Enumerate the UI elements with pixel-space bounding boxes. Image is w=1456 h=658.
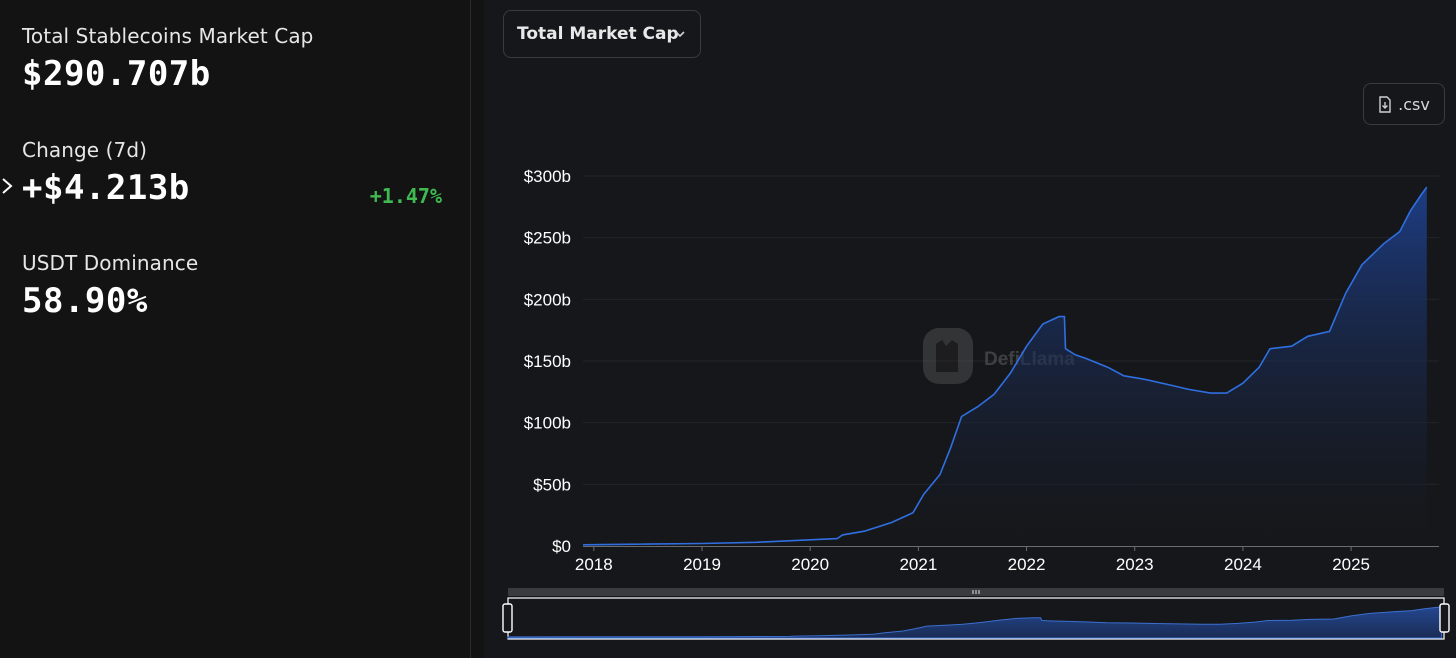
x-tick-label: 2019 xyxy=(683,555,721,574)
x-tick-label: 2022 xyxy=(1008,555,1046,574)
x-tick-label: 2021 xyxy=(899,555,937,574)
y-tick-label: $100b xyxy=(524,414,571,433)
chart-panel: Total Market Cap .csv DefiLlam xyxy=(484,0,1456,658)
y-tick-label: $50b xyxy=(533,475,571,494)
usdt-dominance-label: USDT Dominance xyxy=(22,251,199,275)
csv-button-label: .csv xyxy=(1398,94,1430,114)
download-csv-button[interactable]: .csv xyxy=(1363,83,1445,125)
y-tick-label: $250b xyxy=(524,229,571,248)
market-cap-line xyxy=(582,186,1428,546)
x-tick-label: 2020 xyxy=(791,555,829,574)
y-tick-label: $300b xyxy=(524,167,571,186)
brush-handle-right[interactable] xyxy=(1439,603,1450,633)
time-range-brush[interactable] xyxy=(502,588,1450,640)
total-market-cap-value: $290.707b xyxy=(22,54,211,94)
x-tick-label: 2018 xyxy=(575,555,613,574)
brush-handle-left[interactable] xyxy=(502,603,513,633)
change-7d-label: Change (7d) xyxy=(22,138,148,162)
stats-panel: Total Stablecoins Market Cap $290.707b C… xyxy=(0,0,470,658)
brush-preview-area xyxy=(507,606,1443,639)
x-tick-label: 2023 xyxy=(1116,555,1154,574)
metric-select-dropdown[interactable]: Total Market Cap xyxy=(503,10,701,58)
change-7d-percent: +1.47% xyxy=(369,184,442,208)
metric-select-label: Total Market Cap xyxy=(517,24,679,44)
usdt-dominance-value: 58.90% xyxy=(22,281,148,321)
x-tick-label: 2024 xyxy=(1224,555,1262,574)
chevron-down-icon xyxy=(675,31,685,38)
market-cap-chart: DefiLlama $0$50b$100b$150b$200b$250b$300… xyxy=(502,167,1450,640)
market-cap-area xyxy=(583,187,1427,546)
panel-divider xyxy=(470,0,471,658)
y-tick-label: $0 xyxy=(552,537,571,556)
total-market-cap-label: Total Stablecoins Market Cap xyxy=(22,24,314,48)
y-tick-label: $150b xyxy=(524,352,571,371)
download-file-icon xyxy=(1379,95,1391,113)
change-7d-value: +$4.213b xyxy=(22,168,190,208)
x-tick-label: 2025 xyxy=(1332,555,1370,574)
expand-chevron-icon[interactable] xyxy=(0,176,16,196)
y-tick-label: $200b xyxy=(524,290,571,309)
